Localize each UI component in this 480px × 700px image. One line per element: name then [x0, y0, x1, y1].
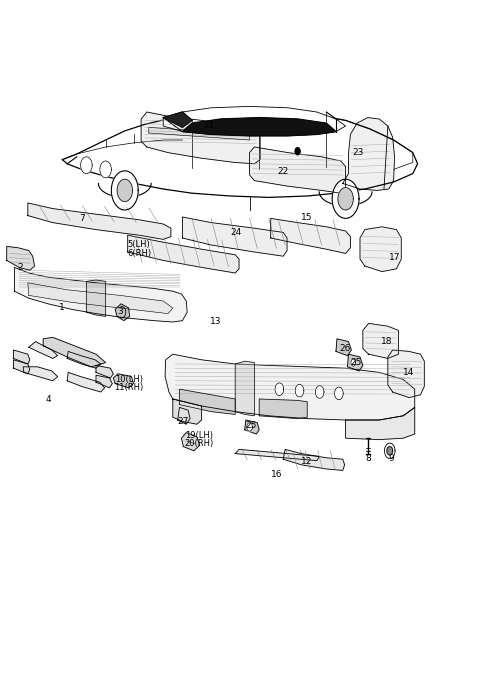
- Polygon shape: [346, 407, 415, 440]
- Text: 19(LH): 19(LH): [185, 431, 213, 440]
- Text: 4: 4: [45, 395, 51, 403]
- Polygon shape: [23, 367, 58, 381]
- Polygon shape: [360, 227, 401, 272]
- Polygon shape: [180, 389, 235, 414]
- Polygon shape: [81, 157, 92, 174]
- Polygon shape: [363, 323, 398, 358]
- Text: 22: 22: [277, 167, 289, 176]
- Polygon shape: [96, 375, 112, 388]
- Polygon shape: [384, 443, 395, 459]
- Text: 10(LH): 10(LH): [115, 375, 143, 384]
- Polygon shape: [235, 449, 320, 461]
- Text: 8: 8: [366, 454, 372, 463]
- Polygon shape: [149, 127, 250, 140]
- Polygon shape: [115, 304, 130, 321]
- Polygon shape: [245, 420, 259, 434]
- Text: 17: 17: [389, 253, 400, 262]
- Polygon shape: [163, 112, 192, 127]
- Text: 23: 23: [352, 148, 364, 157]
- Polygon shape: [128, 235, 239, 273]
- Text: 15: 15: [301, 213, 313, 221]
- Polygon shape: [182, 118, 336, 136]
- Polygon shape: [336, 339, 351, 356]
- Polygon shape: [163, 106, 346, 136]
- Polygon shape: [250, 147, 346, 193]
- Text: 25: 25: [246, 421, 257, 430]
- Polygon shape: [100, 161, 111, 178]
- Text: 16: 16: [271, 470, 282, 479]
- Polygon shape: [181, 433, 200, 451]
- Text: 9: 9: [388, 454, 394, 463]
- Text: 11(RH): 11(RH): [114, 384, 143, 392]
- Text: 12: 12: [300, 458, 312, 466]
- Polygon shape: [247, 423, 252, 431]
- Polygon shape: [283, 449, 345, 470]
- Polygon shape: [7, 246, 35, 270]
- Text: 13: 13: [210, 318, 222, 326]
- Text: 20(RH): 20(RH): [185, 440, 214, 448]
- Polygon shape: [235, 361, 254, 416]
- Text: 3: 3: [117, 307, 123, 316]
- Text: 1: 1: [59, 304, 64, 312]
- Text: 18: 18: [381, 337, 393, 346]
- Polygon shape: [173, 399, 202, 424]
- Polygon shape: [275, 383, 284, 395]
- Polygon shape: [43, 337, 106, 367]
- Polygon shape: [117, 179, 132, 202]
- Polygon shape: [62, 112, 418, 197]
- Polygon shape: [165, 354, 415, 420]
- Polygon shape: [335, 387, 343, 400]
- Text: 21: 21: [203, 122, 215, 130]
- Text: 6(RH): 6(RH): [127, 249, 151, 258]
- Polygon shape: [348, 354, 363, 371]
- Polygon shape: [259, 399, 307, 419]
- Text: 2: 2: [17, 263, 23, 272]
- Polygon shape: [295, 384, 304, 397]
- Text: 24: 24: [230, 228, 242, 237]
- Polygon shape: [141, 112, 260, 164]
- Polygon shape: [28, 283, 173, 314]
- Text: 26: 26: [339, 344, 350, 353]
- Polygon shape: [86, 280, 106, 316]
- Polygon shape: [14, 267, 187, 322]
- Polygon shape: [67, 372, 105, 392]
- Polygon shape: [111, 171, 138, 210]
- Polygon shape: [29, 342, 58, 358]
- Polygon shape: [343, 118, 395, 190]
- Polygon shape: [351, 359, 356, 366]
- Polygon shape: [178, 407, 190, 424]
- Polygon shape: [28, 203, 171, 239]
- Polygon shape: [388, 350, 424, 398]
- Polygon shape: [332, 179, 359, 218]
- Polygon shape: [96, 365, 113, 378]
- Text: 25: 25: [350, 358, 362, 367]
- Polygon shape: [271, 218, 350, 253]
- Polygon shape: [387, 447, 393, 455]
- Polygon shape: [295, 148, 300, 155]
- Polygon shape: [113, 374, 133, 388]
- Text: 5(LH): 5(LH): [128, 241, 151, 249]
- Polygon shape: [13, 360, 30, 374]
- Polygon shape: [182, 217, 287, 256]
- Text: 27: 27: [178, 417, 189, 426]
- Text: 7: 7: [79, 214, 84, 223]
- Polygon shape: [315, 386, 324, 398]
- Polygon shape: [338, 188, 353, 210]
- Polygon shape: [13, 350, 30, 364]
- Polygon shape: [67, 351, 101, 368]
- Text: 14: 14: [403, 368, 415, 377]
